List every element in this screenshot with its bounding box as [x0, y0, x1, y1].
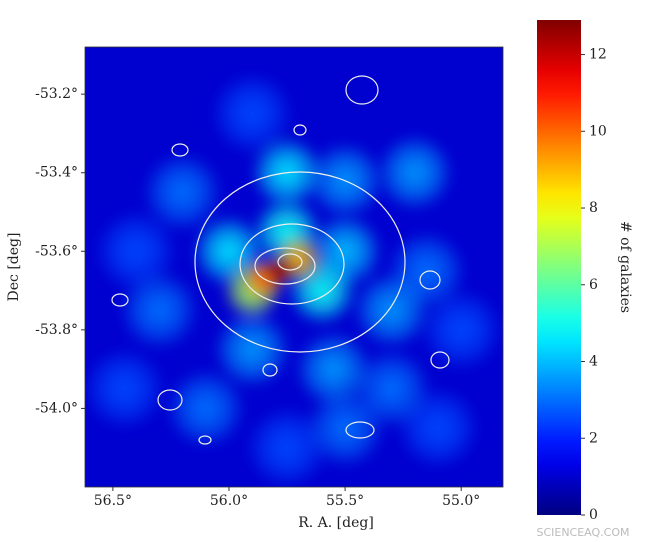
- contour: [345, 75, 379, 105]
- density-peak: [165, 368, 246, 449]
- density-peak: [352, 271, 431, 350]
- colorbar-tick-label: 4: [589, 354, 598, 370]
- contour: [171, 143, 189, 157]
- contour: [157, 389, 183, 411]
- density-peak: [85, 347, 166, 431]
- contour: [254, 247, 316, 285]
- watermark: SCIENCEAQ.COM: [536, 526, 629, 539]
- density-peak: [119, 270, 200, 351]
- x-axis-label: R. A. [deg]: [298, 515, 374, 531]
- colorbar-label: # of galaxies: [617, 221, 633, 313]
- density-peak: [375, 133, 454, 212]
- density-peak: [213, 310, 292, 389]
- density-peak: [264, 254, 297, 287]
- contour: [430, 351, 450, 369]
- x-tick-label: 56.0°: [210, 493, 248, 509]
- x-tick-label: 56.5°: [94, 493, 132, 509]
- contour: [239, 223, 345, 305]
- x-tick-label: 55.0°: [442, 493, 480, 509]
- density-peak: [294, 330, 373, 409]
- colorbar-tick-label: 6: [589, 277, 598, 293]
- contour: [277, 253, 303, 271]
- colorbar-tick-label: 8: [589, 200, 598, 216]
- colorbar-tick-label: 12: [589, 47, 607, 63]
- y-tick-label: -53.2°: [35, 86, 78, 102]
- contour: [345, 421, 375, 439]
- contour: [194, 171, 406, 353]
- colorbar-tick-label: 0: [589, 507, 598, 523]
- contours: [111, 75, 450, 445]
- colorbar-tick-label: 2: [589, 430, 598, 446]
- density-peak: [419, 288, 503, 372]
- colorbar: [537, 20, 581, 515]
- density-peak: [142, 152, 223, 233]
- contour: [419, 270, 441, 290]
- contour: [262, 363, 278, 377]
- y-tick-label: -53.4°: [35, 165, 78, 181]
- contour: [111, 293, 129, 307]
- colorbar-tick-label: 10: [589, 123, 607, 139]
- y-tick-label: -53.6°: [35, 243, 78, 259]
- contour: [198, 435, 212, 445]
- density-peak: [304, 387, 386, 469]
- y-axis-label: Dec [deg]: [6, 233, 22, 302]
- y-tick-label: -53.8°: [35, 322, 78, 338]
- contour: [293, 124, 307, 136]
- y-tick-label: -54.0°: [35, 400, 78, 416]
- heatmap-layer: [85, 72, 503, 487]
- density-peak: [210, 72, 294, 156]
- x-tick-label: 55.5°: [326, 493, 364, 509]
- plot-frame: [84, 46, 504, 488]
